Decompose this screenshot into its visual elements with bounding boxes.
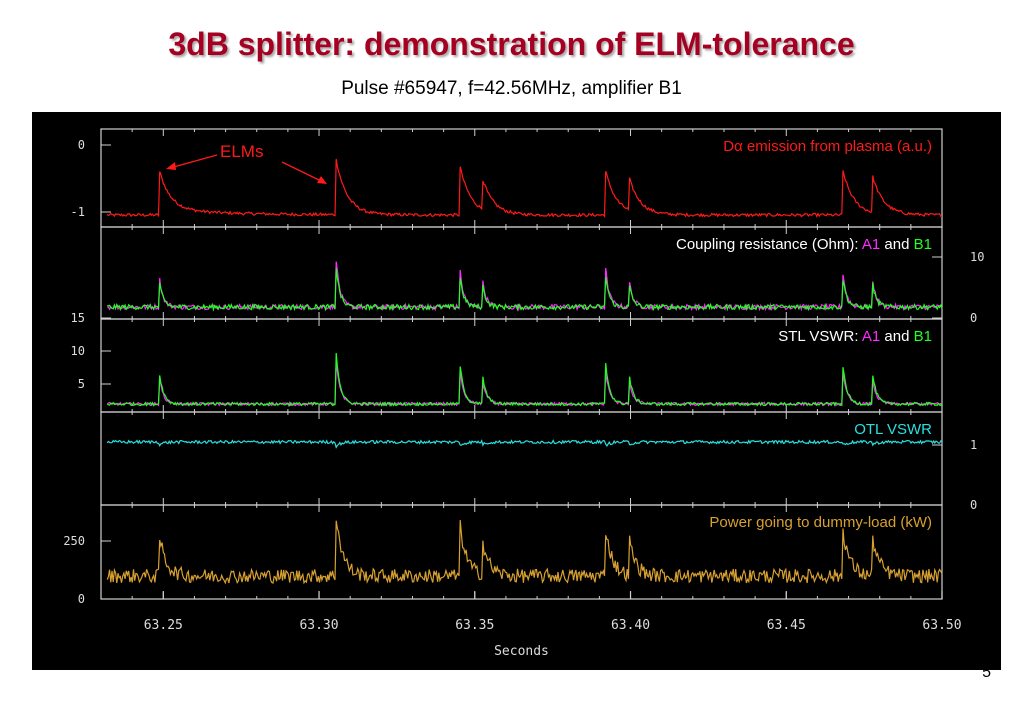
series-line-otl-main (106, 439, 943, 449)
y-tick-label-right: 10 (970, 250, 984, 264)
x-tick-label: 63.30 (299, 618, 338, 633)
series-line-coupling-b1 (107, 268, 943, 312)
chart-figure: Dα emission from plasma (a.u.) 0 -1 Couplin… (32, 112, 1001, 670)
chart-background (32, 112, 1001, 670)
y-tick-label: 10 (71, 344, 85, 358)
y-tick-label: 0 (78, 592, 85, 606)
y-tick-label: -1 (71, 205, 85, 219)
y-tick-label-right: 1 (970, 438, 977, 452)
panel-title-stl: STL VSWR: A1 and B1 (778, 328, 932, 345)
x-tick-label: 63.35 (455, 618, 494, 633)
slide-title: 3dB splitter: demonstration of ELM-toler… (168, 26, 855, 62)
panel-title-part: and (880, 328, 913, 345)
x-tick-label: 63.25 (144, 618, 183, 633)
panel-coupling: Coupling resistance (Ohm): A1 and B1 15 10… (71, 226, 984, 325)
panel-power: Power going to dummy-load (kW) 250 0 (63, 504, 943, 606)
y-tick-label: 0 (78, 138, 85, 152)
panel-title-part: emission from plasma (a.u.) (743, 138, 932, 155)
panel-title-otl: OTL VSWR (854, 421, 932, 438)
x-tick-label: 63.45 (767, 618, 806, 633)
panel-title-coupling: Coupling resistance (Ohm): A1 and B1 (676, 236, 932, 253)
y-tick-label: 15 (71, 311, 85, 325)
panel-title-part: α (734, 138, 743, 155)
panel-frame (100, 504, 943, 600)
y-tick-label: 5 (78, 377, 85, 391)
panel-title-part: STL VSWR: (778, 328, 862, 345)
elms-arrow-right (281, 161, 324, 183)
page-number: 5 (982, 664, 991, 681)
panel-title-part: and (880, 236, 913, 253)
panel-title-part: A1 (862, 328, 880, 345)
series-line-d_alpha-main (106, 158, 942, 219)
series-line-stl-b1 (106, 352, 943, 407)
panel-title-part: Power going to dummy-load (kW) (709, 514, 932, 531)
panel-title-d_alpha: Dα emission from plasma (a.u.) (723, 138, 932, 155)
panel-title-power: Power going to dummy-load (kW) (709, 514, 932, 531)
series-line-power-main (106, 520, 943, 585)
x-tick-label: 63.50 (922, 618, 961, 633)
panel-title-part: Coupling resistance (Ohm): (676, 236, 862, 253)
y-tick-label-right: 0 (970, 311, 977, 325)
elms-arrowhead-right (317, 176, 327, 184)
x-tick-label: 63.40 (611, 618, 650, 633)
panel-title-part: B1 (914, 236, 932, 253)
y-tick-label-right: 0 (970, 498, 977, 512)
elms-arrow-left (169, 154, 218, 169)
panel-title-part: D (723, 138, 734, 155)
slide-subtitle: Pulse #65947, f=42.56MHz, amplifier B1 (341, 78, 682, 99)
panel-title-part: B1 (914, 328, 932, 345)
x-axis-label: Seconds (494, 644, 549, 659)
elms-arrowhead-left (166, 162, 176, 170)
panel-title-part: A1 (862, 236, 880, 253)
panel-title-part: OTL VSWR (854, 421, 932, 438)
elms-annotation: ELMs (220, 142, 263, 161)
y-tick-label: 250 (63, 534, 85, 548)
